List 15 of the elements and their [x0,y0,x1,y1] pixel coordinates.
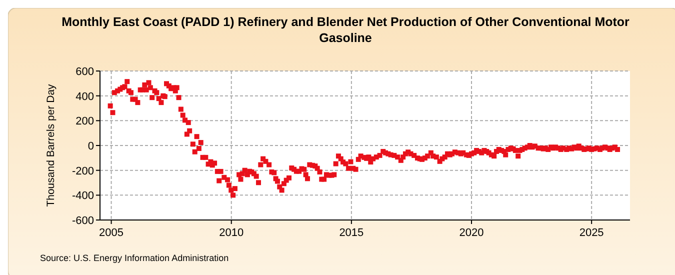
chart-title: Monthly East Coast (PADD 1) Refinery and Blender Net Production of Other Conventional Motor Gasoline [62,15,630,45]
y-axis-title: Thousand Barrels per Day [45,83,57,207]
x-tick-label: 2015 [339,227,364,239]
y-tick-label: -400 [72,190,94,202]
y-tick-label: 600 [76,66,94,78]
y-tick-label: 400 [76,90,94,103]
y-tick-label: 200 [76,116,94,128]
y-tick-label: -600 [72,215,94,227]
source-note: Source: U.S. Energy Information Administration [40,253,229,263]
x-tick-label: 2025 [579,227,604,239]
y-tick-label: -200 [72,165,94,178]
x-tick-label: 2010 [219,227,244,239]
y-tick-label: 0 [88,140,94,152]
x-tick-label: 2020 [459,227,484,239]
x-tick-label: 2005 [99,227,124,239]
